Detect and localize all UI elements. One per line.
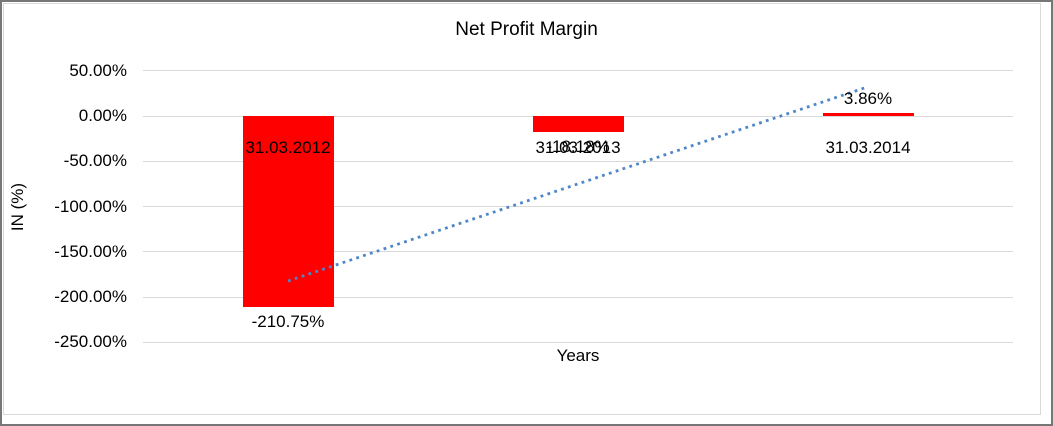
value-label-31.03.2012: -210.75% xyxy=(251,311,325,331)
y-axis-tick-label: -200.00% xyxy=(54,287,127,306)
y-axis-tick-label: -100.00% xyxy=(54,196,127,216)
y-axis-tick-label: -250.00% xyxy=(54,332,127,352)
y-axis-tick-label: -50.00% xyxy=(63,151,127,171)
y-axis-tick-label: -150.00% xyxy=(54,241,127,261)
category-label-31.03.2014: 31.03.2014 xyxy=(825,138,911,157)
value-label-31.03.2014: 3.86% xyxy=(843,88,893,108)
y-axis-title: IN (%) xyxy=(8,182,27,232)
bar-31.03.2014 xyxy=(822,112,914,116)
y-axis-tick-label: 50.00% xyxy=(69,60,127,80)
category-label-31.03.2012: 31.03.2012 xyxy=(245,138,331,157)
value-label-31.03.2013: -18.18% xyxy=(546,137,610,157)
y-gridline xyxy=(143,296,1013,298)
chart-title: Net Profit Margin xyxy=(455,19,598,40)
y-gridline xyxy=(143,341,1013,343)
x-axis-title: Years xyxy=(556,346,600,365)
y-axis-tick-label: 0.00% xyxy=(78,106,127,125)
y-gridline xyxy=(143,70,1013,72)
bar-31.03.2013 xyxy=(532,116,624,133)
